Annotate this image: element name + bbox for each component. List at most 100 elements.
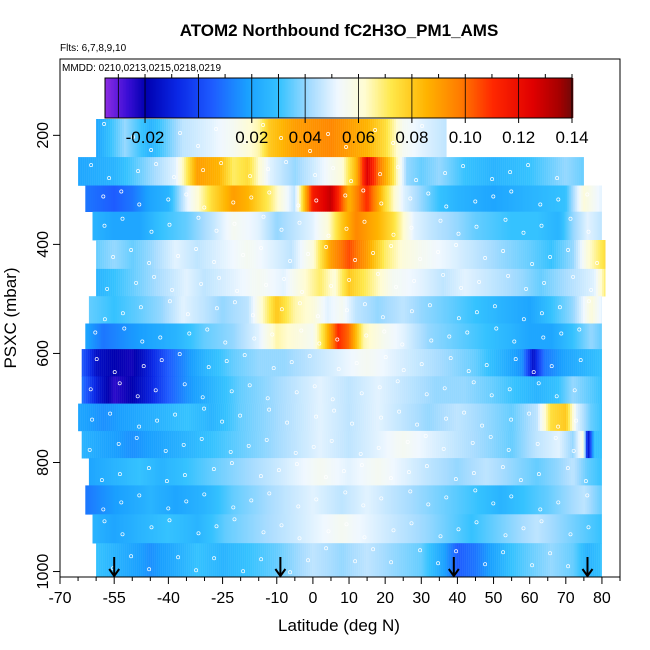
heatmap-cell (568, 296, 572, 324)
heatmap-cell (197, 323, 200, 350)
heatmap-cell (339, 376, 342, 404)
heatmap-cell (440, 211, 443, 241)
heatmap-cell (324, 296, 328, 324)
heatmap-cell (581, 323, 584, 350)
heatmap-cell (118, 157, 121, 186)
heatmap-cell (322, 119, 325, 158)
heatmap-cell (515, 185, 518, 212)
heatmap-cell (539, 485, 542, 515)
heatmap-cell (276, 240, 279, 270)
heatmap-cell (569, 323, 572, 350)
heatmap-cell (565, 430, 568, 459)
colorbar-swatch (339, 78, 341, 118)
heatmap-cell (595, 349, 598, 377)
heatmap-cell (583, 185, 586, 212)
colorbar-swatch (495, 78, 497, 118)
heatmap-cell (104, 543, 107, 578)
heatmap-cell (294, 543, 297, 578)
heatmap-cell (155, 349, 158, 377)
heatmap-cell (571, 349, 574, 377)
heatmap-cell (337, 430, 340, 459)
heatmap-cell (150, 240, 153, 270)
heatmap-cell (127, 349, 130, 377)
sample-point (349, 179, 354, 184)
sample-point (329, 438, 334, 443)
colorbar-swatch (499, 78, 502, 118)
heatmap-cell (403, 349, 406, 377)
sample-point (211, 467, 216, 472)
heatmap-cell (378, 543, 381, 578)
heatmap-cell (82, 403, 85, 432)
heatmap-cell (546, 296, 550, 324)
heatmap-cell (242, 157, 245, 186)
heatmap-cell (594, 458, 598, 486)
heatmap-cell (569, 430, 572, 459)
heatmap-cell (309, 430, 312, 459)
heatmap-cell (195, 349, 198, 377)
heatmap-cell (412, 458, 416, 486)
heatmap-cell (478, 157, 481, 186)
heatmap-cell (206, 514, 209, 544)
heatmap-cell (594, 543, 597, 578)
heatmap-cell (101, 323, 104, 350)
heatmap-cell (572, 403, 575, 432)
heatmap-cell (590, 268, 593, 297)
heatmap-cell (218, 543, 221, 578)
colorbar-swatch (183, 78, 185, 118)
heatmap-cell (331, 430, 334, 459)
colorbar-swatch (418, 78, 421, 118)
heatmap-cell (544, 514, 547, 544)
heatmap-cell (223, 485, 226, 515)
heatmap-cell (274, 157, 277, 186)
heatmap-cell (195, 376, 198, 404)
heatmap-cell (248, 514, 251, 544)
heatmap-cell (564, 296, 568, 324)
heatmap-cell (430, 119, 433, 158)
heatmap-cell (334, 157, 337, 186)
heatmap-cell (320, 240, 323, 270)
heatmap-cell (430, 157, 433, 186)
colorbar-swatch (463, 78, 466, 118)
heatmap-cell (310, 240, 313, 270)
heatmap-cell (99, 376, 102, 404)
heatmap-cell (584, 296, 588, 324)
sample-point (147, 567, 152, 572)
heatmap-cell (441, 376, 444, 404)
heatmap-cell (564, 157, 567, 186)
heatmap-cell (118, 240, 121, 270)
heatmap-cell (342, 543, 345, 578)
heatmap-cell (109, 323, 112, 350)
heatmap-cell (380, 268, 383, 297)
colorbar-swatch (288, 78, 290, 118)
heatmap-cell (218, 514, 221, 544)
heatmap-cell (418, 240, 421, 270)
heatmap-cell (234, 403, 237, 432)
heatmap-cell (468, 543, 471, 578)
heatmap-cell (355, 323, 358, 350)
colorbar-swatch (405, 78, 407, 118)
heatmap-cell (220, 240, 223, 270)
heatmap-cell (550, 211, 553, 241)
heatmap-cell (134, 296, 138, 324)
heatmap-cell (494, 211, 497, 241)
sample-point (474, 224, 479, 229)
heatmap-cell (568, 403, 571, 432)
heatmap-cell (125, 430, 128, 459)
heatmap-cell (182, 268, 185, 297)
sample-point (194, 568, 199, 573)
heatmap-cell (402, 240, 405, 270)
heatmap-cell (146, 403, 149, 432)
heatmap-cell (543, 376, 546, 404)
heatmap-cell (272, 296, 276, 324)
heatmap-cell (148, 403, 151, 432)
heatmap-cell (367, 376, 370, 404)
heatmap-cell (347, 349, 350, 377)
heatmap-cell (592, 211, 595, 241)
heatmap-cell (163, 349, 166, 377)
heatmap-cell (482, 458, 486, 486)
heatmap-cell (393, 376, 396, 404)
heatmap-cell (438, 543, 441, 578)
heatmap-cell (317, 323, 320, 350)
heatmap-cell (480, 403, 483, 432)
heatmap-band (88, 458, 602, 486)
